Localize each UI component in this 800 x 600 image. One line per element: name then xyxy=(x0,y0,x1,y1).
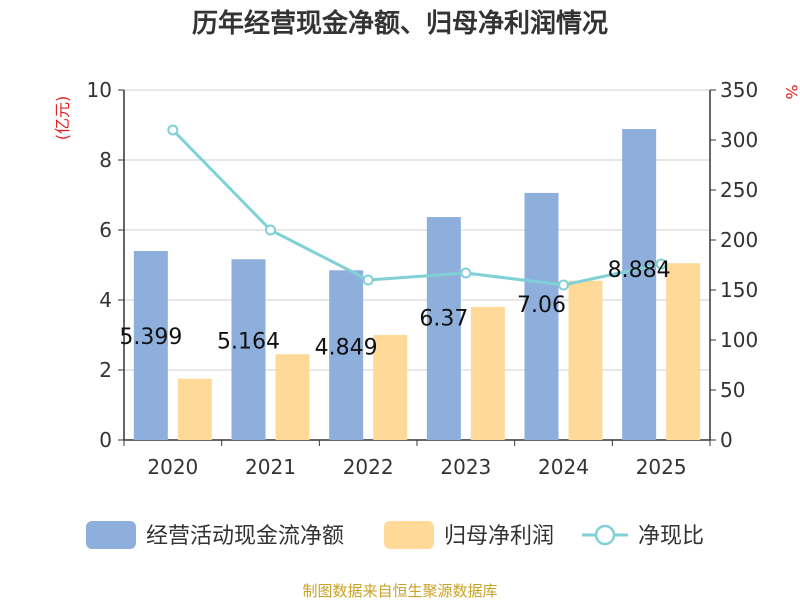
ratio-point xyxy=(460,267,472,279)
bar-net-profit xyxy=(568,280,603,440)
left-tick-label: 2 xyxy=(99,358,112,382)
legend-label-ratio: 净现比 xyxy=(638,524,704,549)
data-labels: 5.399 5.164 4.849 6.37 7.06 8.884 xyxy=(119,258,670,361)
ratio-point xyxy=(362,274,374,286)
ratio-line xyxy=(167,124,667,291)
bar-operating-cash-flow xyxy=(426,217,461,440)
ratio-point xyxy=(265,224,276,236)
right-axis-unit: % xyxy=(782,84,800,99)
bar-net-profit xyxy=(373,335,408,440)
right-tick-label: 50 xyxy=(720,378,745,402)
x-tick-label: 2022 xyxy=(343,455,394,479)
gridlines xyxy=(124,89,710,371)
data-label-operating-cash-flow: 8.884 xyxy=(608,258,671,283)
right-tick-label: 200 xyxy=(720,228,758,252)
legend-swatch-net-profit xyxy=(384,521,434,549)
bar-net-profit xyxy=(470,307,505,440)
legend: 经营活动现金流净额 归母净利润 净现比 xyxy=(86,521,704,549)
ratio-point xyxy=(167,124,179,136)
data-label-operating-cash-flow: 6.37 xyxy=(419,306,468,331)
right-tick-label: 150 xyxy=(720,278,758,302)
left-tick-label: 6 xyxy=(99,218,112,242)
source-note: 制图数据来自恒生聚源数据库 xyxy=(302,582,497,600)
bar-operating-cash-flow xyxy=(329,270,364,440)
x-tick-label: 2024 xyxy=(538,455,589,479)
legend-swatch-ratio-marker xyxy=(594,524,616,546)
data-label-operating-cash-flow: 7.06 xyxy=(517,293,566,318)
bar-net-profit xyxy=(177,378,212,440)
data-label-operating-cash-flow: 4.849 xyxy=(315,336,378,361)
legend-label-operating-cash-flow: 经营活动现金流净额 xyxy=(146,524,344,549)
ratio-point xyxy=(655,258,667,270)
ratio-line-path xyxy=(171,128,662,287)
data-label-operating-cash-flow: 5.399 xyxy=(119,325,182,350)
x-tick-label: 2020 xyxy=(147,455,198,479)
right-tick-label: 300 xyxy=(720,128,758,152)
right-tick-label: 350 xyxy=(720,78,758,102)
legend-label-net-profit: 归母净利润 xyxy=(444,524,554,549)
x-tick-label: 2021 xyxy=(245,455,296,479)
left-tick-label: 8 xyxy=(99,148,112,172)
bar-operating-cash-flow xyxy=(622,129,657,440)
left-tick-label: 0 xyxy=(99,428,112,452)
x-tick-label: 2025 xyxy=(636,455,687,479)
legend-swatch-operating-cash-flow xyxy=(86,521,136,549)
left-tick-label: 4 xyxy=(99,288,112,312)
left-axis-unit: (亿元) xyxy=(53,96,72,141)
bar-net-profit xyxy=(666,263,701,440)
bar-operating-cash-flow xyxy=(133,251,168,440)
data-label-operating-cash-flow: 5.164 xyxy=(217,330,280,355)
x-tick-label: 2023 xyxy=(440,455,491,479)
left-tick-label: 10 xyxy=(87,78,112,102)
right-tick-label: 0 xyxy=(720,428,733,452)
bar-net-profit xyxy=(275,354,310,440)
ratio-point xyxy=(558,279,569,291)
chart-title: 历年经营现金净额、归母净利润情况 xyxy=(192,8,608,39)
bar-operating-cash-flow xyxy=(231,259,266,440)
right-tick-label: 250 xyxy=(720,178,758,202)
right-tick-label: 100 xyxy=(720,328,758,352)
bar-operating-cash-flow xyxy=(524,192,559,440)
bars xyxy=(133,129,701,440)
